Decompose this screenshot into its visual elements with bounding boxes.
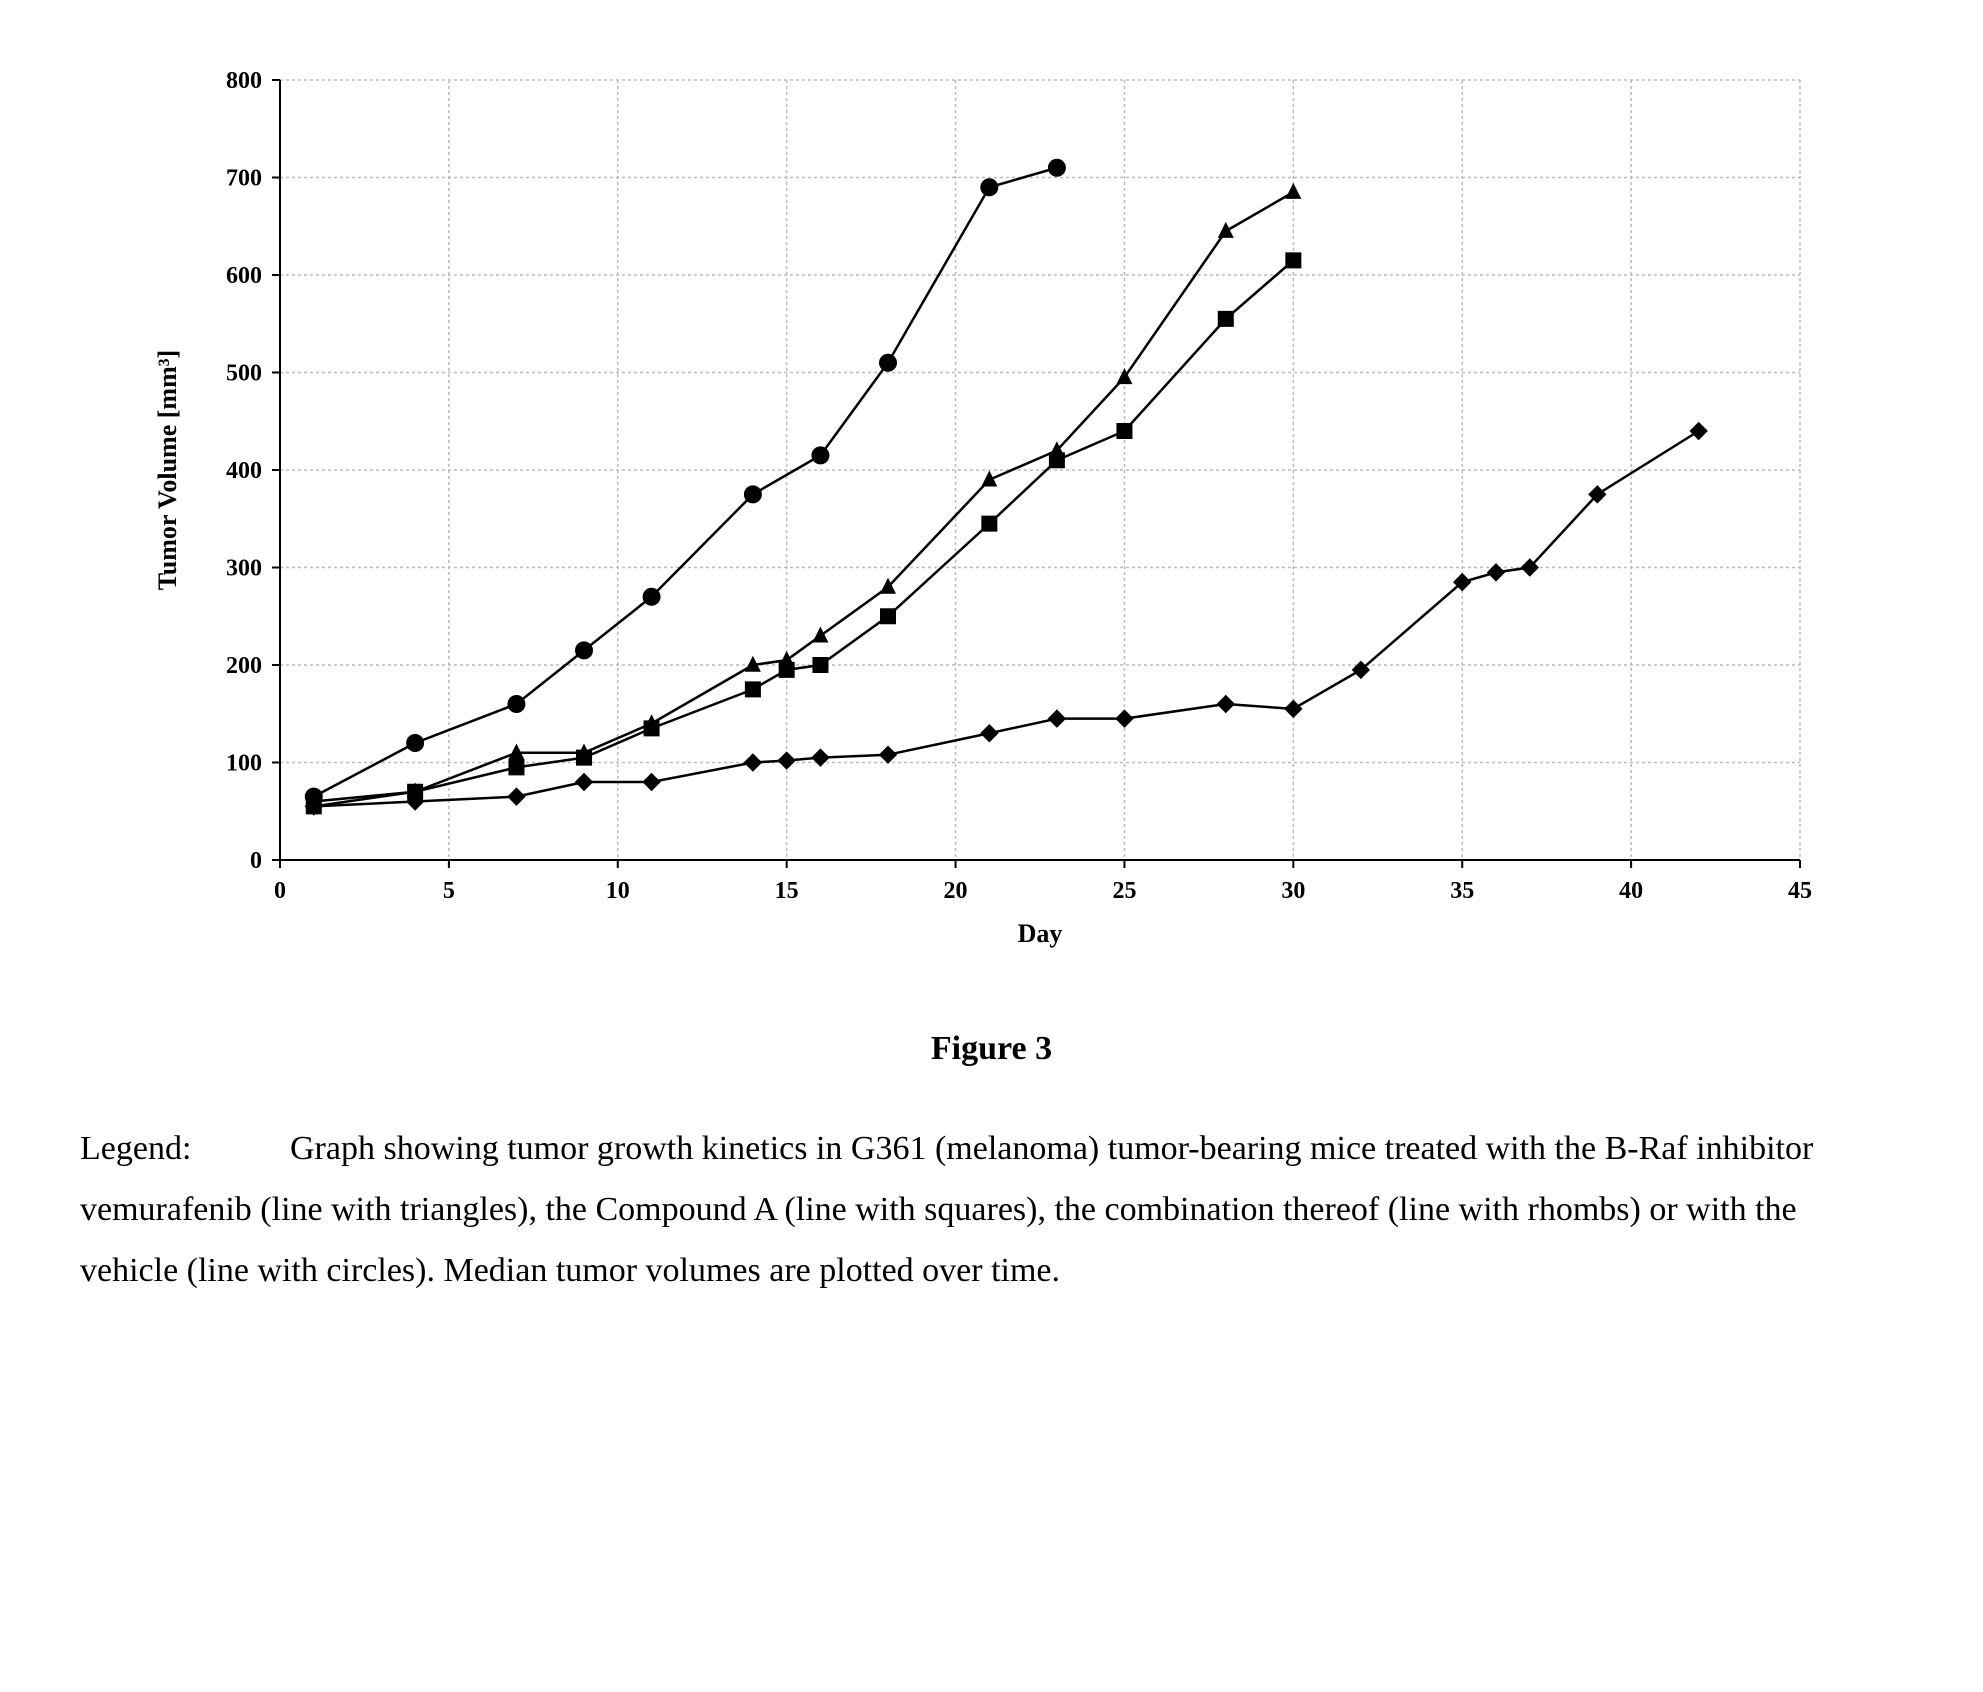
y-tick-label: 500	[226, 361, 262, 387]
marker-rhomb	[1217, 695, 1235, 713]
marker-rhomb	[811, 748, 829, 766]
y-tick-label: 700	[226, 166, 262, 192]
marker-rhomb	[642, 773, 660, 791]
x-tick-label: 40	[1619, 878, 1643, 904]
y-tick-label: 800	[226, 68, 262, 94]
x-tick-label: 10	[606, 878, 630, 904]
marker-rhomb	[1048, 709, 1066, 727]
y-tick-label: 600	[226, 263, 262, 289]
marker-rhomb	[744, 753, 762, 771]
marker-circle	[507, 695, 525, 713]
marker-square	[1218, 311, 1234, 327]
marker-rhomb	[507, 787, 525, 805]
marker-square	[812, 657, 828, 673]
y-tick-label: 200	[226, 653, 262, 679]
x-tick-label: 35	[1450, 878, 1474, 904]
y-tick-label: 400	[226, 458, 262, 484]
series-line-vemurafenib	[314, 192, 1294, 801]
marker-triangle	[1218, 222, 1234, 238]
marker-square	[779, 662, 795, 678]
series-line-combination	[314, 431, 1699, 806]
marker-rhomb	[980, 724, 998, 742]
marker-square	[1285, 252, 1301, 268]
marker-square	[880, 608, 896, 624]
marker-rhomb	[879, 746, 897, 764]
marker-circle	[643, 588, 661, 606]
legend-paragraph: Legend:Graph showing tumor growth kineti…	[80, 1118, 1903, 1302]
legend-body: Graph showing tumor growth kinetics in G…	[80, 1130, 1813, 1289]
marker-circle	[811, 446, 829, 464]
tumor-growth-chart: 0 5 10 15 20 25 30 35 40 45 0 100 200 300 400 500 600 700…	[140, 60, 1840, 960]
marker-square	[1049, 452, 1065, 468]
marker-square	[644, 720, 660, 736]
marker-circle	[575, 641, 593, 659]
marker-circle	[980, 178, 998, 196]
x-tick-label: 5	[443, 878, 455, 904]
marker-rhomb	[575, 773, 593, 791]
marker-rhomb	[1115, 709, 1133, 727]
x-tick-label: 45	[1788, 878, 1812, 904]
marker-rhomb	[1284, 700, 1302, 718]
marker-circle	[1048, 159, 1066, 177]
legend-label: Legend:	[80, 1118, 290, 1179]
marker-square	[745, 681, 761, 697]
figure-container: 0 5 10 15 20 25 30 35 40 45 0 100 200 300 400 500 600 700…	[80, 60, 1903, 1302]
marker-square	[508, 759, 524, 775]
x-tick-label: 25	[1112, 878, 1136, 904]
marker-triangle	[812, 627, 828, 643]
figure-title: Figure 3	[80, 1030, 1903, 1068]
y-tick-label: 300	[226, 556, 262, 582]
marker-circle	[744, 485, 762, 503]
y-tick-label: 0	[250, 848, 262, 874]
x-tick-label: 0	[274, 878, 286, 904]
chart-wrapper: 0 5 10 15 20 25 30 35 40 45 0 100 200 300 400 500 600 700…	[140, 60, 1840, 960]
y-axis-label: Tumor Volume [mm³]	[153, 350, 182, 590]
marker-circle	[879, 354, 897, 372]
marker-square	[576, 750, 592, 766]
marker-rhomb	[777, 751, 795, 769]
x-tick-label: 15	[775, 878, 799, 904]
marker-square	[1116, 423, 1132, 439]
marker-square	[981, 516, 997, 532]
x-tick-label: 20	[944, 878, 968, 904]
marker-rhomb	[1487, 563, 1505, 581]
marker-circle	[406, 734, 424, 752]
marker-rhomb	[1689, 422, 1707, 440]
x-axis-label: Day	[1018, 919, 1063, 948]
y-tick-label: 100	[226, 751, 262, 777]
x-tick-label: 30	[1281, 878, 1305, 904]
series-line-vehicle	[314, 168, 1057, 797]
marker-triangle	[1285, 183, 1301, 199]
